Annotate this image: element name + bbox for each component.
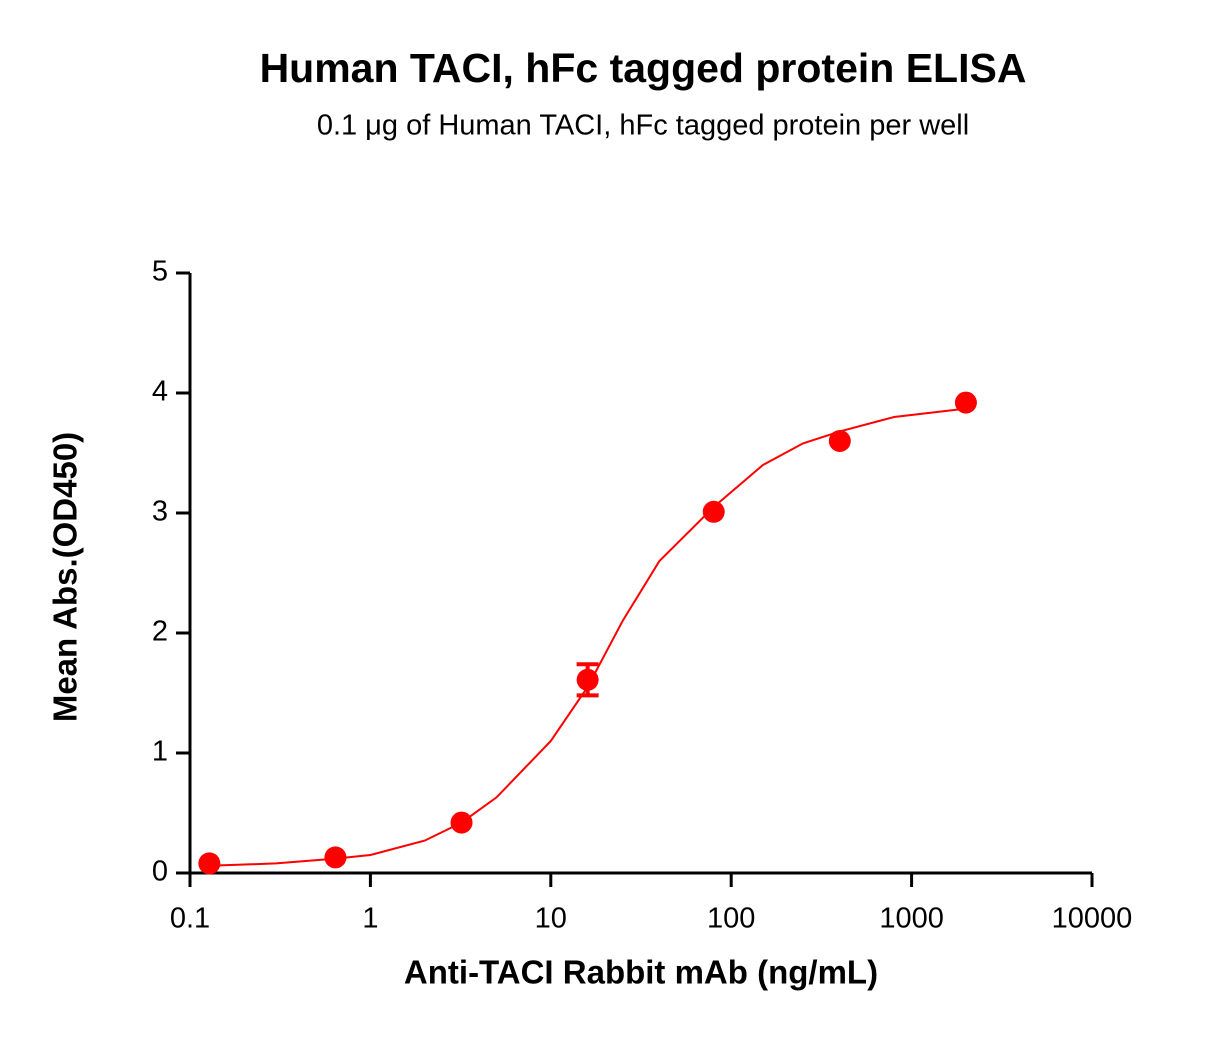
y-tick-label: 3 bbox=[152, 496, 168, 528]
data-point bbox=[324, 846, 347, 869]
x-axis-label: Anti-TACI Rabbit mAb (ng/mL) bbox=[404, 954, 878, 991]
x-tick-label: 10000 bbox=[1052, 903, 1133, 935]
x-tick-label: 100 bbox=[707, 903, 755, 935]
data-point bbox=[828, 430, 851, 452]
data-point bbox=[198, 852, 221, 875]
data-point bbox=[702, 500, 725, 523]
chart-subtitle: 0.1 μg of Human TACI, hFc tagged protein… bbox=[317, 110, 969, 142]
y-axis-label: Mean Abs.(OD450) bbox=[47, 432, 84, 722]
data-point bbox=[576, 668, 599, 691]
x-tick-label: 10 bbox=[535, 903, 567, 935]
fit-curve bbox=[209, 407, 967, 867]
data-point bbox=[954, 391, 977, 414]
y-tick-label: 5 bbox=[152, 256, 168, 288]
chart-title: Human TACI, hFc tagged protein ELISA bbox=[260, 45, 1027, 91]
y-tick-label: 2 bbox=[152, 616, 168, 648]
x-tick-label: 1 bbox=[362, 903, 378, 935]
x-tick-label: 0.1 bbox=[170, 903, 210, 935]
x-tick-label: 1000 bbox=[879, 903, 944, 935]
y-tick-label: 4 bbox=[152, 376, 168, 408]
data-point bbox=[450, 811, 473, 834]
y-tick-label: 1 bbox=[152, 736, 168, 768]
y-tick-label: 0 bbox=[152, 856, 168, 888]
